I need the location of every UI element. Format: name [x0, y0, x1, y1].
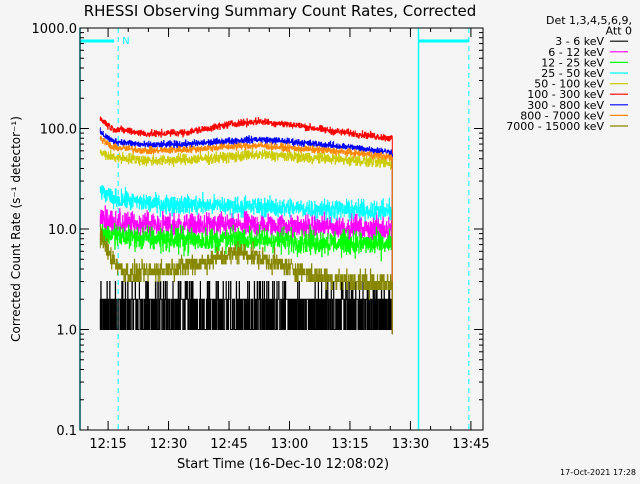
y-axis-label: Corrected Count Rate (s⁻¹ detector⁻¹) — [9, 116, 23, 342]
timestamp: 17-Oct-2021 17:28 — [560, 468, 636, 477]
series-line — [99, 148, 393, 335]
series-line — [99, 222, 393, 335]
legend-header-line: Att 0 — [606, 25, 632, 38]
y-tick-label: 10.0 — [48, 223, 77, 238]
x-axis: 12:15 12:30 12:45 13:00 13:15 13:30 13:45 — [87, 28, 490, 452]
series-line — [99, 136, 393, 335]
series-8 — [99, 226, 393, 335]
series-group — [99, 116, 393, 335]
y-axis: 0.1 1.0 10.0 100.0 1000.0 — [32, 22, 483, 439]
y-tick-label: 100.0 — [40, 123, 77, 138]
series-line — [99, 127, 393, 335]
chart-title: RHESSI Observing Summary Count Rates, Co… — [84, 2, 477, 20]
x-tick-label: 12:15 — [89, 437, 126, 452]
y-tick-label: 1.0 — [56, 324, 77, 339]
series-7 — [99, 136, 393, 335]
x-tick-label: 13:45 — [452, 437, 489, 452]
series-line — [99, 226, 393, 335]
legend-entry-label: 3 - 6 keV — [555, 35, 604, 48]
x-tick-label: 12:45 — [210, 437, 247, 452]
series-4 — [99, 148, 393, 335]
series-line — [99, 185, 393, 335]
series-line — [99, 205, 393, 335]
x-tick-label: 13:15 — [331, 437, 368, 452]
y-tick-label: 1000.0 — [32, 22, 78, 37]
legend-entry-label: 7000 - 15000 keV — [506, 120, 604, 133]
series-line — [99, 116, 393, 335]
legend-header-line: Det 1,3,4,5,6,9, — [546, 14, 632, 27]
legend-entry-label: 800 - 7000 keV — [520, 109, 604, 122]
series-3 — [99, 185, 393, 335]
x-tick-label: 13:30 — [392, 437, 429, 452]
legend-entry-label: 6 - 12 keV — [548, 46, 604, 59]
legend-entry-label: 100 - 300 keV — [527, 88, 604, 101]
legend-entry-label: 25 - 50 keV — [541, 67, 604, 80]
series-2 — [99, 222, 393, 335]
series-6 — [99, 127, 393, 335]
legend-entry-label: 300 - 800 keV — [527, 99, 604, 112]
y-tick-label: 0.1 — [56, 424, 77, 439]
series-line — [99, 281, 393, 335]
series-1 — [99, 205, 393, 335]
night-label: N — [122, 36, 129, 47]
legend-entry-label: 12 - 25 keV — [541, 56, 604, 69]
legend-entry-label: 50 - 100 keV — [534, 78, 604, 91]
series-0 — [99, 281, 393, 335]
x-tick-label: 12:30 — [150, 437, 187, 452]
series-5 — [99, 116, 393, 335]
x-tick-label: 13:00 — [271, 437, 308, 452]
x-axis-label: Start Time (16-Dec-10 12:08:02) — [177, 457, 389, 472]
